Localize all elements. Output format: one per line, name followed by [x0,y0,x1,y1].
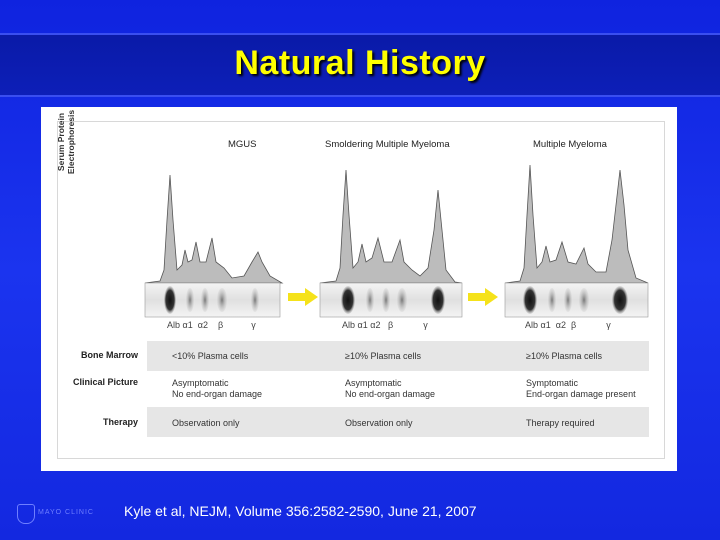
progression-arrow-2 [468,288,498,306]
citation: Kyle et al, NEJM, Volume 356:2582-2590, … [124,503,477,519]
row-label-bone-marrow: Bone Marrow [80,350,138,360]
cell-clinical-myeloma: Symptomatic End-organ damage present [526,378,636,399]
cell-bone-marrow-myeloma: ≥10% Plasma cells [526,351,602,361]
spep-curve-smoldering [319,169,463,284]
cell-therapy-smoldering: Observation only [345,418,413,428]
panel-title-mgus: MGUS [228,139,257,150]
row-band-therapy [147,407,649,437]
cell-bone-marrow-mgus: <10% Plasma cells [172,351,249,361]
cell-clinical-mgus: Asymptomatic No end-organ damage [172,378,263,399]
cell-clinical-smoldering: Asymptomatic No end-organ damage [345,378,436,399]
cell-therapy-myeloma: Therapy required [526,418,595,428]
cell-bone-marrow-smoldering: ≥10% Plasma cells [345,351,421,361]
progression-arrow-1 [288,288,318,306]
row-label-clinical-picture: Clinical Picture [72,377,138,387]
row-label-therapy: Therapy [102,417,138,427]
mayo-clinic-logo-icon [17,504,35,524]
panel-title-smoldering: Smoldering Multiple Myeloma [325,139,450,150]
panel-title-myeloma: Multiple Myeloma [533,139,607,150]
slide-title: Natural History [234,44,486,82]
spep-curve-myeloma [504,164,649,284]
row-band-bone-marrow [147,341,649,371]
cell-therapy-mgus: Observation only [172,418,240,428]
logo-text: MAYO CLINIC [38,509,94,516]
spep-curve-mgus [144,174,284,284]
title-bar [0,33,720,97]
